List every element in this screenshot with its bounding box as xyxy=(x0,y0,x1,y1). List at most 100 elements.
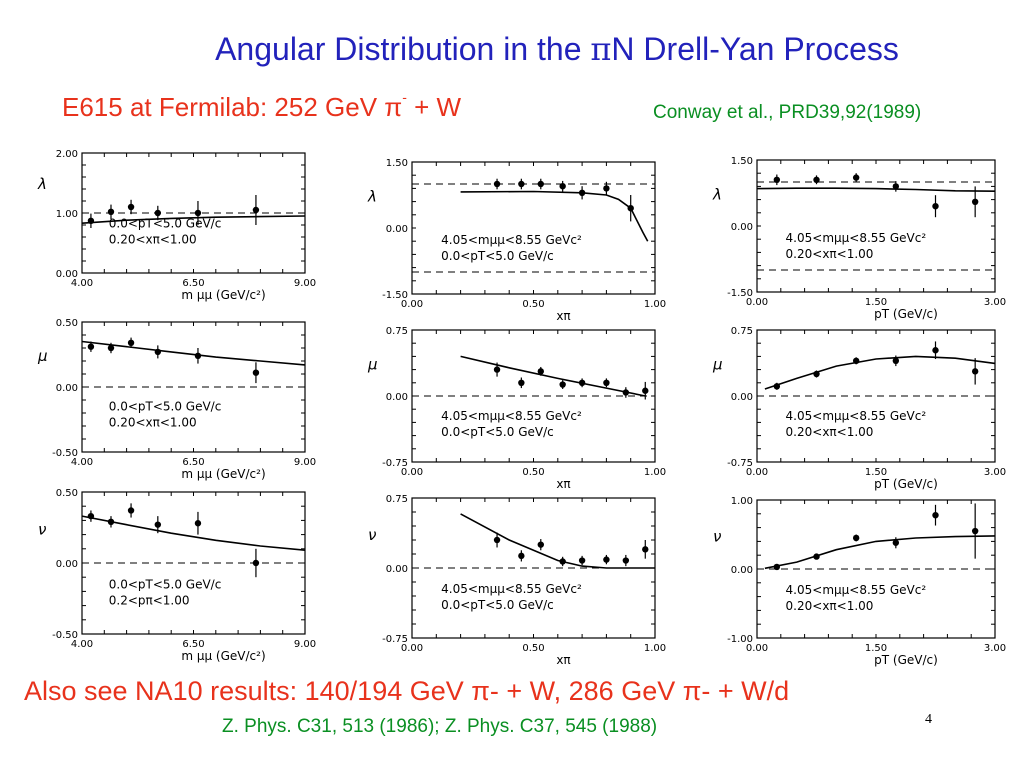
annotation-text: 4.05<mμμ<8.55 GeVc² xyxy=(786,409,927,423)
x-tick-label: 9.00 xyxy=(294,457,316,468)
data-point xyxy=(194,209,202,217)
data-point xyxy=(622,389,630,396)
data-point xyxy=(603,556,610,563)
plot-frame xyxy=(411,161,656,295)
data-point xyxy=(932,347,939,354)
x-tick-label: 9.00 xyxy=(294,639,316,650)
annotation-text: 0.20<xπ<1.00 xyxy=(109,415,197,429)
y-tick-label: 0.75 xyxy=(386,326,408,337)
data-point xyxy=(773,383,781,390)
y-tick-label: 2.00 xyxy=(56,149,78,160)
x-axis-label: pT (GeV/c) xyxy=(874,653,938,667)
data-point xyxy=(493,536,501,544)
annotation-text: 0.2<pπ<1.00 xyxy=(109,594,190,608)
y-tick-label: 0.75 xyxy=(731,326,753,337)
data-point xyxy=(154,348,162,356)
x-tick-label: 3.00 xyxy=(984,467,1006,478)
y-tick-label: 0.00 xyxy=(386,564,408,575)
data-point xyxy=(852,357,860,364)
data-point xyxy=(518,552,525,560)
x-axis-label: m μμ (GeV/c²) xyxy=(181,649,265,663)
title-prefix: Angular Distribution in the xyxy=(215,31,591,67)
annotation-text: 0.20<xπ<1.00 xyxy=(109,232,197,246)
title-pi: π xyxy=(590,30,612,68)
data-point xyxy=(892,357,900,364)
chart-mu-vs-mass: 4.00 6.50 9.00 -0.50 0.00 0.50 μ m μμ (GeV/c²) 0… xyxy=(37,318,316,481)
data-point xyxy=(852,534,860,542)
data-point xyxy=(518,379,525,386)
y-axis-label: μ xyxy=(367,356,378,374)
y-axis-label: λ xyxy=(367,188,377,206)
data-point xyxy=(971,368,979,375)
data-point xyxy=(627,205,634,212)
plot-frame xyxy=(756,499,996,639)
data-point xyxy=(107,344,115,352)
x-tick-label: 0.00 xyxy=(401,467,423,478)
y-tick-label: 0.00 xyxy=(56,559,78,570)
annotation-text: 0.0<pT<5.0 GeV/c xyxy=(441,249,554,263)
chart-lambda-vs-xpi: 0.00 0.50 1.00-1.500.001.50λxπ4.05<mμμ<8.5… xyxy=(367,158,666,323)
plot-frame xyxy=(756,159,996,293)
x-tick-label: 0.50 xyxy=(522,467,544,478)
data-point xyxy=(622,557,630,564)
data-point xyxy=(603,185,610,192)
data-point xyxy=(578,379,586,386)
theory-curve xyxy=(460,190,649,242)
y-tick-label: 1.50 xyxy=(386,158,408,169)
y-axis-label: λ xyxy=(37,175,47,193)
data-point xyxy=(107,518,115,526)
data-point xyxy=(493,366,501,373)
y-tick-label: 0.00 xyxy=(731,392,753,403)
subtitle-tail: + W xyxy=(406,92,462,122)
x-tick-label: 9.00 xyxy=(294,278,316,289)
x-axis-label: xπ xyxy=(556,477,570,491)
x-tick-label: 1.00 xyxy=(644,643,666,654)
annotation-text: 0.20<xπ<1.00 xyxy=(786,599,874,613)
page-number: 4 xyxy=(925,712,932,727)
data-point xyxy=(578,189,586,196)
data-point xyxy=(87,343,95,350)
y-tick-label: 0.00 xyxy=(386,392,408,403)
y-tick-label: 0.75 xyxy=(386,494,408,505)
data-point xyxy=(537,180,544,188)
x-tick-label: 6.50 xyxy=(182,278,204,289)
data-point xyxy=(852,174,860,181)
x-tick-label: 0.00 xyxy=(401,299,423,310)
chart-lambda-vs-mass: 4.00 6.50 9.00 0.00 1.00 2.00 λ m μμ (GeV/c²) 0.… xyxy=(37,149,316,302)
annotation-text: 0.0<pT<5.0 GeV/c xyxy=(441,598,554,612)
x-tick-label: 1.00 xyxy=(644,467,666,478)
data-point xyxy=(642,387,649,394)
data-point xyxy=(127,203,135,211)
data-point xyxy=(642,546,649,553)
x-tick-label: 0.50 xyxy=(522,643,544,654)
data-point xyxy=(971,198,979,205)
y-tick-label: 1.00 xyxy=(731,496,753,507)
y-tick-label: 1.50 xyxy=(731,156,753,167)
y-tick-label: -1.00 xyxy=(727,634,753,645)
subtitle-main: E615 at Fermilab: 252 GeV π xyxy=(62,92,403,122)
annotation-text: 0.0<pT<5.0 GeV/c xyxy=(109,216,222,230)
theory-curve xyxy=(764,535,996,570)
annotation-text: 0.0<pT<5.0 GeV/c xyxy=(109,399,222,413)
data-point xyxy=(252,369,260,376)
y-tick-label: -0.75 xyxy=(382,634,408,645)
data-point xyxy=(87,512,95,520)
data-point xyxy=(932,511,939,519)
data-point xyxy=(932,203,939,210)
data-point xyxy=(603,379,610,386)
x-tick-label: 6.50 xyxy=(182,639,204,650)
theory-curve xyxy=(764,355,996,390)
data-point xyxy=(971,527,979,535)
data-point xyxy=(154,209,162,217)
x-axis-label: m μμ (GeV/c²) xyxy=(181,467,265,481)
y-tick-label: 1.00 xyxy=(56,209,78,220)
x-tick-label: 0.00 xyxy=(401,643,423,654)
y-tick-label: 0.00 xyxy=(56,269,78,280)
annotation-text: 4.05<mμμ<8.55 GeVc² xyxy=(441,582,582,596)
y-tick-label: -0.50 xyxy=(52,630,78,641)
data-point xyxy=(813,176,820,183)
x-axis-label: xπ xyxy=(556,653,570,667)
x-tick-label: 3.00 xyxy=(984,643,1006,654)
